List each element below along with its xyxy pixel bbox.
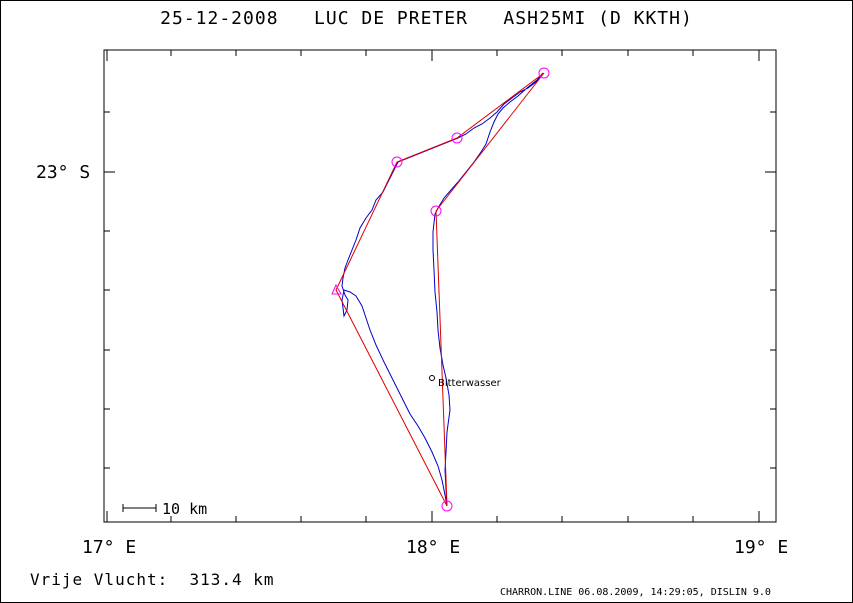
turnpoint-marker	[441, 500, 453, 512]
turnpoints	[331, 67, 550, 512]
footer-info: CHARRON.LINE 06.08.2009, 14:29:05, DISLI…	[500, 587, 771, 598]
page-title: 25-12-2008 LUC DE PRETER ASH25MI (D KKTH…	[160, 8, 693, 29]
plot-frame	[103, 49, 777, 523]
turnpoint-marker	[451, 132, 463, 144]
task-route	[335, 72, 545, 507]
turnpoint-marker	[430, 205, 442, 217]
x-axis-ticks	[106, 50, 760, 522]
turnpoint-marker	[538, 67, 550, 79]
airfield-label: Bitterwasser	[438, 378, 502, 389]
x-tick-label: 17° E	[82, 537, 136, 558]
airfield-marker	[429, 375, 435, 381]
x-tick-label: 19° E	[734, 537, 788, 558]
scale-label: 10 km	[162, 500, 207, 518]
flight-track	[341, 72, 544, 507]
turnpoint-marker	[391, 156, 403, 168]
y-tick-label: 23° S	[36, 162, 90, 183]
scale-bar	[122, 504, 157, 512]
start-triangle-marker	[331, 283, 342, 295]
free-flight-distance: Vrije Vlucht: 313.4 km	[30, 570, 275, 589]
y-axis-ticks	[104, 111, 776, 469]
x-tick-label: 18° E	[406, 537, 460, 558]
